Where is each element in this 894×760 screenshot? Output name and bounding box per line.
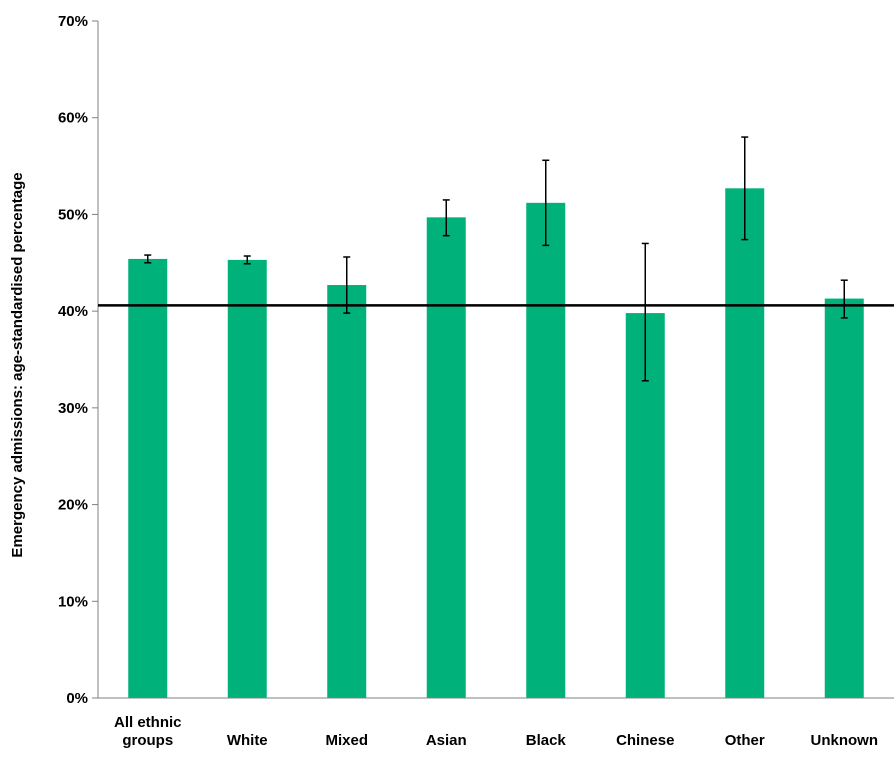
y-tick-label: 30%	[58, 400, 88, 417]
x-tick-label: White	[227, 732, 268, 749]
x-tick-label-line: Unknown	[811, 732, 879, 749]
x-tick-label: Mixed	[325, 732, 368, 749]
category-labels: All ethnic groups White Mixed Asian Black Chin…	[114, 714, 878, 749]
x-tick-label-line: Asian	[426, 732, 467, 749]
y-axis-label: Emergency admissions: age-standardised p…	[9, 172, 26, 557]
y-axis-title: Emergency admissions: age-standardised p…	[9, 172, 26, 557]
bar	[526, 202, 566, 698]
x-tick-label-line: Mixed	[325, 732, 368, 749]
x-tick-label: Chinese	[616, 732, 674, 749]
x-tick-label-line: Chinese	[616, 732, 674, 749]
bar	[227, 259, 267, 698]
y-tick-label: 0%	[66, 690, 88, 707]
y-ticks: 0% 10% 20% 30% 40% 50% 60% 70%	[58, 13, 98, 707]
x-tick-label: Black	[526, 732, 567, 749]
error-bars	[144, 136, 848, 382]
y-tick-label: 10%	[58, 593, 88, 610]
x-tick-label: All ethnic groups	[114, 714, 182, 749]
x-tick-label-line: Other	[725, 732, 765, 749]
axes	[97, 21, 894, 699]
x-tick-label-line: All ethnic	[114, 714, 182, 731]
x-tick-label-line: groups	[122, 732, 173, 749]
x-tick-label: Other	[725, 732, 765, 749]
bar	[128, 258, 168, 698]
bar	[824, 298, 864, 698]
x-tick-label: Unknown	[811, 732, 879, 749]
bars	[128, 188, 864, 698]
x-tick-label: Asian	[426, 732, 467, 749]
y-tick-label: 60%	[58, 110, 88, 127]
y-tick-label: 20%	[58, 497, 88, 514]
bar	[426, 217, 466, 698]
bar	[327, 285, 367, 698]
x-tick-label-line: Black	[526, 732, 567, 749]
bar	[725, 188, 765, 698]
x-tick-label-line: White	[227, 732, 268, 749]
y-tick-label: 40%	[58, 303, 88, 320]
y-tick-label: 70%	[58, 13, 88, 30]
y-tick-label: 50%	[58, 206, 88, 223]
